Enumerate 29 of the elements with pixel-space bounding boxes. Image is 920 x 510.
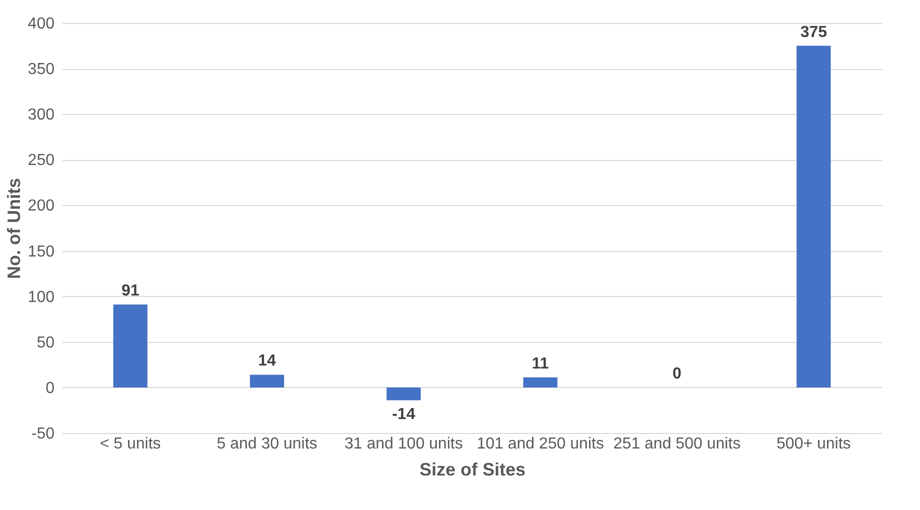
data-label: 91 — [121, 282, 140, 300]
x-tick-label: 251 and 500 units — [613, 436, 741, 452]
x-tick-label: 500+ units — [776, 436, 851, 452]
y-tick-label: -50 — [31, 426, 55, 442]
bar — [386, 387, 421, 400]
data-label: 0 — [672, 365, 682, 382]
x-tick-label: 31 and 100 units — [344, 436, 463, 452]
y-axis-title: No. of Units — [4, 178, 24, 279]
x-tick-label: 101 and 250 units — [476, 436, 604, 452]
y-tick-label: 50 — [36, 334, 55, 352]
x-tick-label: < 5 units — [100, 436, 161, 452]
y-tick-label: 250 — [28, 152, 55, 170]
bar — [250, 374, 284, 388]
bar — [113, 304, 148, 388]
bar — [796, 46, 831, 388]
y-tick-label: 300 — [28, 106, 55, 124]
y-tick-label: 100 — [28, 288, 55, 306]
bar — [523, 377, 558, 388]
data-label: -14 — [392, 406, 416, 424]
y-tick-label: 0 — [46, 380, 55, 397]
data-label: 11 — [532, 355, 549, 372]
y-tick-label: 400 — [28, 16, 55, 32]
x-tick-label: 5 and 30 units — [216, 436, 318, 452]
y-tick-label: 150 — [28, 243, 55, 260]
y-tick-label: 350 — [28, 61, 55, 78]
data-label: 375 — [800, 24, 828, 41]
x-axis-title: Size of Sites — [419, 460, 526, 480]
data-label: 14 — [258, 352, 276, 370]
y-tick-label: 200 — [28, 198, 55, 215]
